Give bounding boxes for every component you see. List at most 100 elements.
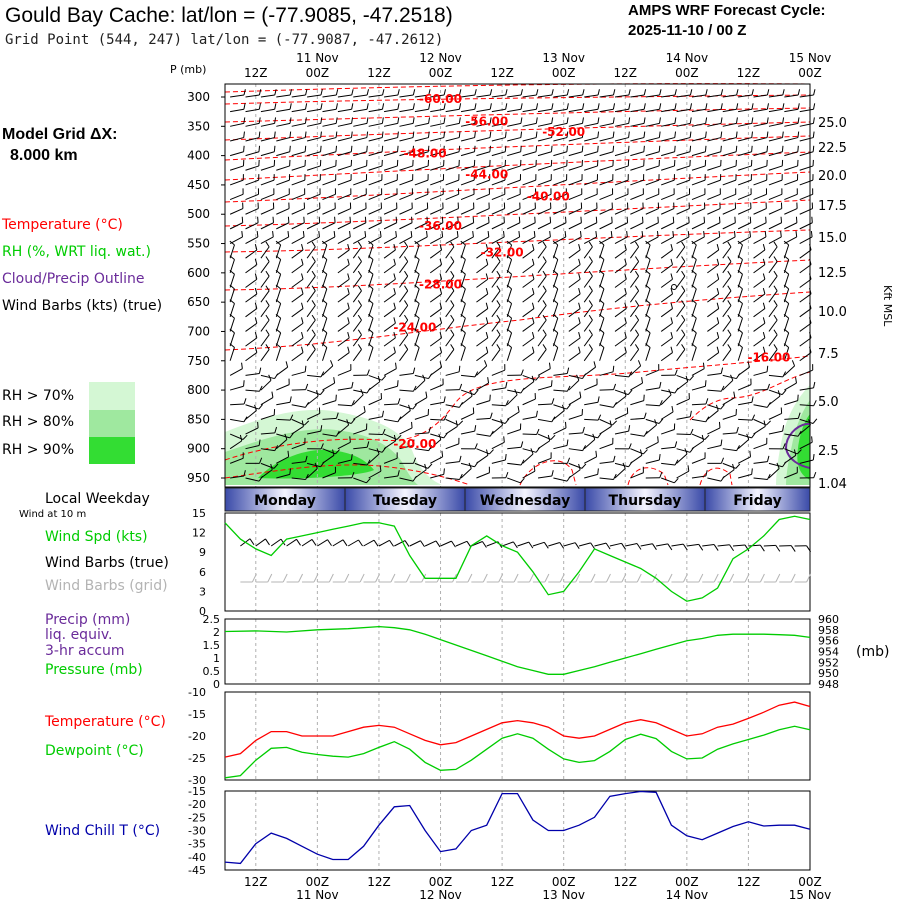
xsect-wind-barb xyxy=(614,122,629,127)
xsect-wind-barb-flag xyxy=(735,463,741,469)
xsect-wind-barb-flag xyxy=(335,103,338,110)
xsect-wind-barb xyxy=(799,193,813,201)
xsect-wind-barb-flag xyxy=(751,89,754,96)
xsect-wind-barb xyxy=(553,389,568,392)
xsect-wind-barb xyxy=(306,334,316,347)
xsect-wind-barb-flag xyxy=(531,258,535,265)
temperature-contour xyxy=(224,135,811,161)
xsect-wind-barb xyxy=(568,308,581,318)
xsect-wind-barb-flag xyxy=(773,241,778,248)
xsect-wind-barb xyxy=(568,397,582,406)
xsect-wind-barb xyxy=(583,366,596,376)
xsect-wind-barb-flag xyxy=(639,449,643,456)
xsect-wind-barb xyxy=(430,208,444,215)
time-tick-label-top: 00Z xyxy=(675,66,699,80)
pressure-tick-right: 960 xyxy=(818,613,839,626)
xsect-wind-barb xyxy=(691,108,706,113)
xsect-wind-barb-flag xyxy=(670,287,673,295)
xsect-wind-barb-flag xyxy=(229,328,235,334)
xsect-wind-barb-flag xyxy=(716,258,720,265)
xsect-wind-barb xyxy=(337,459,352,464)
xsect-wind-barb xyxy=(645,387,660,391)
xsect-wind-barb-flag xyxy=(379,230,382,238)
xsect-wind-barb xyxy=(291,322,304,332)
xsect-wind-barb xyxy=(799,249,812,259)
xsect-wind-barb xyxy=(260,334,270,347)
xsect-wind-barb xyxy=(445,137,460,142)
xsect-wind-barb xyxy=(414,137,429,142)
xsect-wind-barb-flag xyxy=(737,299,743,304)
pressure-tick-label: 450 xyxy=(187,178,210,192)
xsect-wind-barb xyxy=(722,448,737,452)
xsect-wind-barb xyxy=(614,137,629,142)
xsect-wind-barb xyxy=(522,398,536,406)
pressure-tick-label: 700 xyxy=(187,324,210,338)
xsect-wind-barb xyxy=(722,261,732,274)
xsect-wind-barb xyxy=(306,395,319,406)
xsect-wind-barb xyxy=(507,151,521,157)
xsect-wind-barb xyxy=(799,179,814,186)
xsect-wind-barb xyxy=(291,94,306,98)
xsect-wind-barb xyxy=(629,334,640,347)
xsect-wind-barb xyxy=(491,261,501,274)
xsect-wind-barb xyxy=(245,427,259,435)
xsect-wind-barb xyxy=(275,439,288,450)
xsect-wind-barb-flag xyxy=(566,439,569,446)
xsect-wind-barb-flag xyxy=(350,131,353,138)
xsect-wind-barb xyxy=(460,347,466,361)
xsect-wind-barb xyxy=(538,403,553,406)
xsect-wind-barb xyxy=(722,334,732,347)
wind-barb-grid-flag xyxy=(806,573,812,583)
xsect-wind-barb-flag xyxy=(582,445,587,451)
xsect-wind-barb-flag xyxy=(458,402,464,408)
xsect-wind-barb-flag xyxy=(613,473,617,480)
xsect-wind-barb-flag xyxy=(496,256,501,262)
xsect-wind-barb-flag xyxy=(321,255,328,260)
xsect-wind-barb xyxy=(368,381,381,391)
xsect-wind-barb xyxy=(537,236,551,244)
wind-barb-true xyxy=(424,540,437,547)
xsect-wind-barb xyxy=(645,122,660,127)
xsect-wind-barb-flag xyxy=(368,255,374,260)
xsect-wind-barb xyxy=(460,193,475,201)
time-tick-label-bottom: 12Z xyxy=(737,875,761,889)
wind-barb-true-flag xyxy=(667,543,673,551)
xsect-wind-barb-flag xyxy=(242,434,248,440)
xsect-wind-barb xyxy=(337,264,350,274)
xsect-wind-barb xyxy=(291,443,306,450)
xsect-wind-barb-flag xyxy=(736,445,740,451)
xsect-wind-barb-flag xyxy=(691,313,697,319)
time-tick-label-bottom: 00Z xyxy=(675,875,699,889)
xsect-wind-barb-flag xyxy=(578,287,581,295)
xsect-wind-barb xyxy=(614,151,629,157)
legend-rh80: RH > 80% xyxy=(2,414,75,430)
xsect-wind-barb xyxy=(430,122,445,127)
xsect-wind-barb-flag xyxy=(404,270,409,277)
time-tick-label-top: 12Z xyxy=(367,66,391,80)
xsect-wind-barb xyxy=(676,305,686,318)
xsect-wind-barb xyxy=(507,122,522,127)
xsect-wind-barb-flag xyxy=(412,117,415,124)
xsect-wind-barb-flag xyxy=(797,145,799,152)
xsect-wind-barb-flag xyxy=(689,131,692,138)
xsect-wind-barb xyxy=(445,122,460,127)
xsect-wind-barb xyxy=(414,151,429,157)
xsect-wind-barb xyxy=(691,94,706,98)
xsect-wind-barb-flag xyxy=(357,300,362,306)
xsect-wind-barb xyxy=(676,349,686,362)
xsect-wind-barb-flag xyxy=(578,317,581,324)
xsect-wind-barb xyxy=(260,319,270,332)
xsect-wind-barb-flag xyxy=(791,360,796,367)
xsect-wind-barb xyxy=(691,151,706,157)
xsect-wind-barb-flag xyxy=(422,374,426,381)
xsect-wind-barb xyxy=(276,193,290,201)
xsect-wind-barb-flag xyxy=(265,329,270,336)
xsect-wind-barb xyxy=(353,108,368,113)
xsect-wind-barb xyxy=(445,151,460,157)
xsect-wind-barb xyxy=(383,385,398,391)
weekday-label: Wednesday xyxy=(480,493,570,509)
xsect-wind-barb-flag xyxy=(239,434,243,441)
xsect-wind-barb-flag xyxy=(496,270,501,277)
xsect-wind-barb xyxy=(568,352,581,362)
xsect-wind-barb xyxy=(260,246,270,259)
